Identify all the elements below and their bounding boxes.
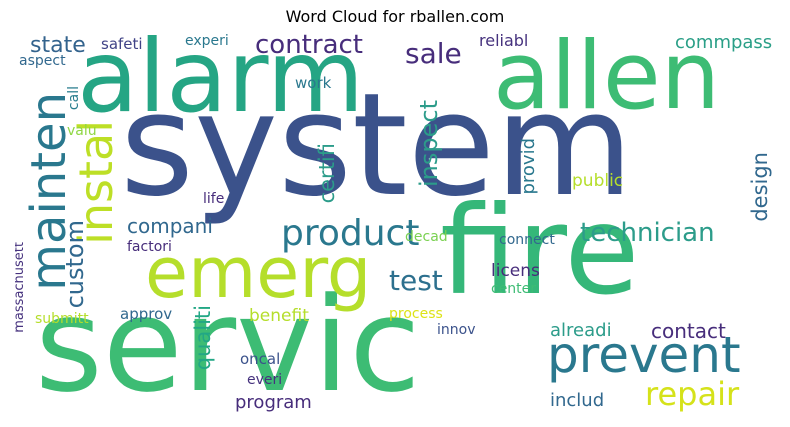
- word-benefit: benefit: [249, 306, 309, 326]
- word-test: test: [389, 264, 443, 297]
- word-fire: fire: [440, 180, 640, 322]
- word-commpass: commpass: [675, 32, 773, 53]
- word-system: system: [120, 63, 634, 228]
- word-program: program: [235, 392, 312, 413]
- word-custom: custom: [61, 220, 89, 309]
- word-everi: everi: [247, 372, 283, 388]
- word-aspect: aspect: [19, 53, 66, 69]
- word-prevent: prevent: [547, 326, 741, 384]
- word-process: process: [389, 306, 443, 322]
- word-licens: licens: [491, 261, 540, 281]
- word-sale: sale: [405, 37, 462, 70]
- word-servic: servic: [35, 269, 421, 421]
- word-public: public: [572, 171, 624, 191]
- word-contact: contact: [651, 319, 726, 343]
- word-experi: experi: [185, 33, 229, 49]
- word-innov: innov: [437, 322, 476, 338]
- word-repair: repair: [645, 375, 740, 413]
- word-includ: includ: [550, 390, 605, 411]
- word-call: call: [66, 86, 82, 111]
- word-valu: valu: [67, 123, 97, 139]
- figure-title: Word Cloud for rballen.com: [285, 7, 505, 26]
- word-life: life: [203, 191, 225, 207]
- word-connect: connect: [499, 232, 555, 248]
- word-design: design: [748, 152, 772, 222]
- word-submitt: submitt: [35, 311, 89, 327]
- word-alarm: alarm: [77, 30, 365, 135]
- word-product: product: [281, 213, 420, 254]
- word-massachusett: massachusett: [15, 242, 27, 333]
- word-factori: factori: [127, 239, 172, 255]
- word-approv: approv: [120, 305, 173, 323]
- word-decad: decad: [405, 229, 448, 245]
- word-certifi: certifi: [315, 143, 339, 204]
- word-qualiti: qualiti: [191, 305, 215, 371]
- word-alreadi: alreadi: [550, 320, 612, 341]
- word-center: center: [491, 281, 537, 297]
- word-compani: compani: [127, 214, 213, 238]
- word-state: state: [30, 33, 86, 58]
- word-work: work: [295, 74, 332, 92]
- word-inspect: inspect: [415, 100, 443, 187]
- word-provid: provid: [518, 138, 539, 195]
- word-reliabl: reliabl: [479, 31, 529, 50]
- word-emerg: emerg: [145, 232, 372, 314]
- word-oncal: oncal: [240, 350, 281, 368]
- word-contract: contract: [255, 30, 363, 60]
- word-safeti: safeti: [101, 35, 143, 53]
- word-technician: technician: [580, 218, 715, 248]
- word-allen: allen: [493, 30, 721, 131]
- word-cloud: system servic fire alarm allen emerg mai…: [15, 30, 775, 421]
